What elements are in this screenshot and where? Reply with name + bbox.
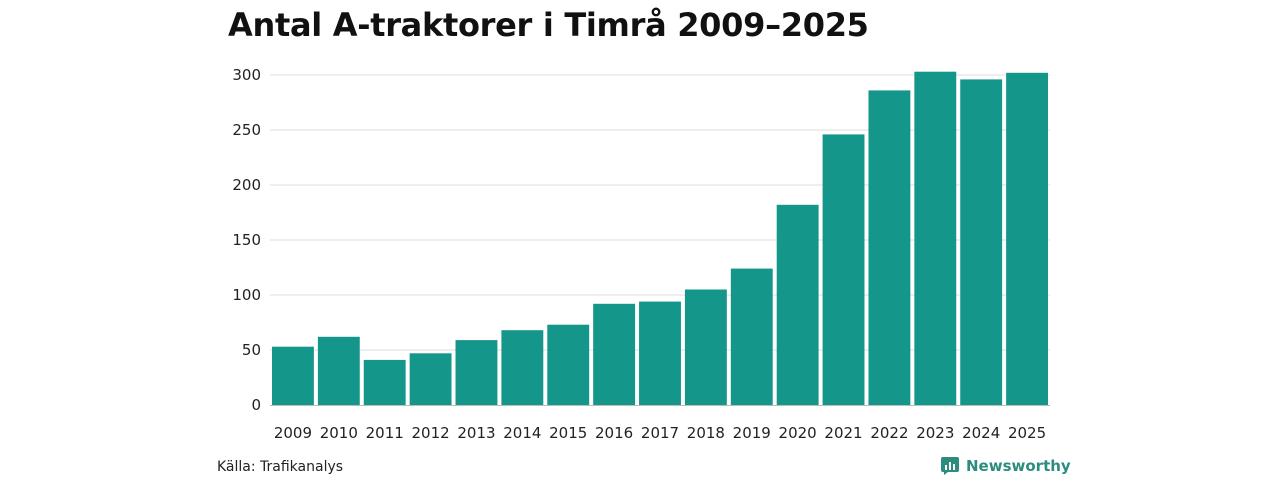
bar-2009 [272, 346, 314, 405]
bar-2019 [730, 268, 773, 405]
y-tick-label-50: 50 [242, 341, 261, 359]
brand-name: Newsworthy [966, 457, 1071, 475]
x-tick-label-2023: 2023 [916, 424, 954, 442]
bar-2020 [776, 204, 819, 405]
bar-2025 [1006, 72, 1048, 406]
x-tick-label-2012: 2012 [411, 424, 449, 442]
bar-2016 [593, 303, 636, 405]
bar-2018 [684, 289, 727, 405]
x-tick-label-2024: 2024 [962, 424, 1000, 442]
x-tick-label-2018: 2018 [687, 424, 725, 442]
bar-2021 [822, 134, 865, 405]
bar-2015 [547, 324, 590, 405]
x-tick-label-2009: 2009 [274, 424, 312, 442]
bar-2011 [363, 359, 406, 405]
bar-2024 [960, 79, 1003, 406]
x-tick-label-2019: 2019 [733, 424, 771, 442]
x-tick-label-2014: 2014 [503, 424, 541, 442]
bar-2013 [455, 340, 498, 405]
x-tick-label-2015: 2015 [549, 424, 587, 442]
x-tick-label-2013: 2013 [457, 424, 495, 442]
x-tick-label-2021: 2021 [824, 424, 862, 442]
y-tick-label-150: 150 [232, 231, 261, 249]
newsworthy-logo[interactable]: Newsworthy [940, 456, 1071, 476]
x-tick-label-2017: 2017 [641, 424, 679, 442]
chart-title: Antal A-traktorer i Timrå 2009–2025 [228, 6, 869, 44]
y-tick-label-100: 100 [232, 286, 261, 304]
x-tick-label-2025: 2025 [1008, 424, 1046, 442]
x-tick-label-2020: 2020 [779, 424, 817, 442]
y-tick-label-250: 250 [232, 121, 261, 139]
bar-2023 [914, 71, 957, 405]
y-tick-label-200: 200 [232, 176, 261, 194]
newsworthy-icon [941, 457, 959, 475]
bar-2017 [639, 301, 681, 405]
x-tick-label-2010: 2010 [320, 424, 358, 442]
bar-2010 [317, 336, 360, 405]
y-tick-label-300: 300 [232, 66, 261, 84]
x-tick-label-2022: 2022 [870, 424, 908, 442]
bar-2022 [868, 90, 911, 406]
x-tick-label-2016: 2016 [595, 424, 633, 442]
source-note: Källa: Trafikanalys [217, 459, 344, 475]
bar-2012 [409, 353, 452, 405]
bar-2014 [501, 330, 544, 405]
x-tick-label-2011: 2011 [366, 424, 404, 442]
y-tick-label-0: 0 [251, 396, 261, 414]
